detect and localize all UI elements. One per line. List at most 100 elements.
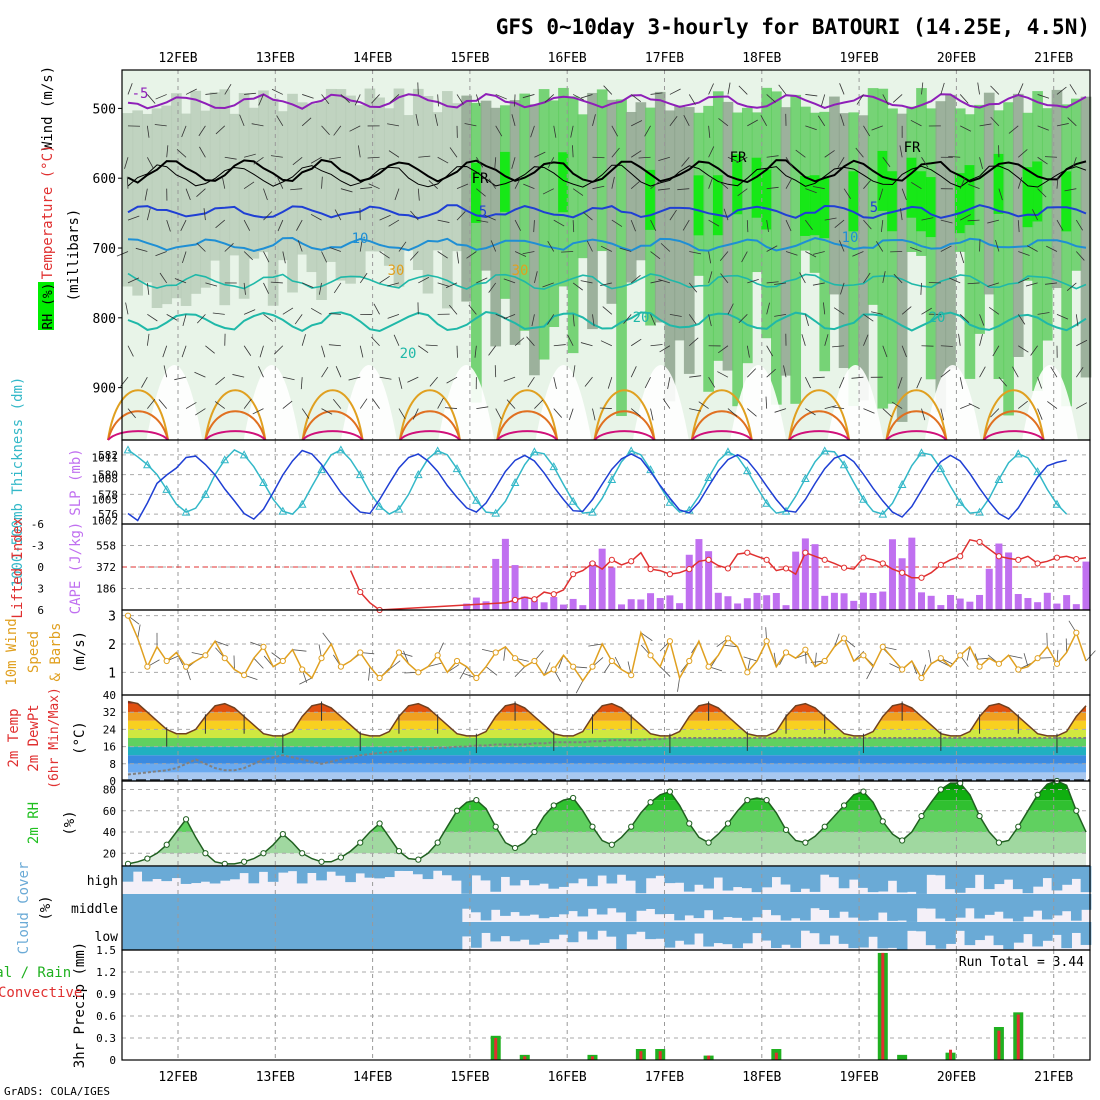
date-label-top: 20FEB (937, 51, 976, 66)
temp-band (128, 763, 1086, 773)
wind-barb (495, 408, 502, 420)
wind-barb (1037, 94, 1050, 99)
rh-tick: 60 (103, 805, 116, 818)
cloud-high (238, 866, 250, 874)
cloud-low (993, 922, 1005, 946)
rh-patch (267, 98, 279, 306)
cape-bar (850, 600, 858, 610)
warm-contour (204, 430, 267, 441)
wind-barb (196, 188, 206, 197)
cloud-middle (848, 894, 860, 918)
rh-patch (674, 105, 685, 341)
wind-barb (446, 376, 458, 384)
cape-bar (888, 539, 896, 610)
wind-barb (349, 125, 361, 132)
lifted-index-line-marker (1073, 556, 1080, 563)
precip-convective-bar (707, 1055, 711, 1060)
wind-barb (832, 345, 845, 348)
warm-contour (982, 430, 1045, 441)
wind-barb (766, 186, 779, 190)
thickness-line-marker (413, 470, 423, 479)
rh-patch (142, 113, 153, 283)
wind-barb (1012, 366, 1019, 378)
wind-barb (901, 345, 907, 358)
rh-patch (490, 107, 502, 347)
rh-patch-bright (712, 175, 724, 236)
wind-barb (127, 345, 134, 357)
cape-tick: 186 (96, 583, 116, 596)
cloud-high (906, 866, 918, 892)
wind-barb (263, 211, 273, 221)
contour-label: 30 (512, 263, 529, 279)
wind-barb (476, 219, 489, 223)
wind-barb (544, 94, 555, 103)
wind-speed-line-marker (124, 612, 132, 619)
ylabel-wind-barbs: & Barbs (48, 622, 64, 681)
cloud-high (577, 866, 589, 879)
wind-barb (592, 185, 605, 190)
warm-contour (204, 389, 267, 441)
ylabel-total-rain: Total / Rain (0, 965, 71, 981)
cloud-middle (538, 894, 550, 919)
cloud-high (645, 866, 656, 879)
warm-contour (204, 410, 267, 441)
cloud-high (800, 866, 811, 889)
wind-barb (619, 247, 632, 252)
wind-barb (840, 282, 845, 295)
wind-barb (727, 408, 738, 417)
cloud-middle (296, 894, 308, 922)
wind-barb (727, 303, 734, 315)
wind-barb (1050, 366, 1058, 378)
wind-barb (863, 314, 874, 322)
rh-patch (509, 100, 521, 345)
rh-patch (1003, 102, 1014, 416)
contour-label: 20 (633, 310, 650, 326)
wind-barb (720, 273, 729, 284)
wind-barb (163, 365, 168, 378)
cloud-high (674, 866, 685, 883)
rh-patch (258, 90, 269, 253)
wind-barb (155, 251, 167, 257)
wind-barb (388, 150, 400, 158)
wind-barb (1018, 277, 1030, 284)
cape-bar (1024, 598, 1032, 610)
wind-barb (630, 366, 637, 378)
wind-barb (940, 82, 945, 95)
wind-barb (154, 124, 167, 127)
wind-barb (812, 282, 825, 286)
precip-convective-bar (881, 952, 885, 1060)
wind-barb (916, 377, 922, 389)
rh-patch (296, 102, 308, 255)
date-label-bottom: 16FEB (548, 1070, 587, 1085)
thickness-line-marker (491, 508, 501, 517)
cloud-middle (1022, 894, 1034, 917)
cloud-middle (345, 894, 356, 922)
li-tick: -6 (31, 518, 44, 531)
rh-patch-bright (1061, 171, 1072, 232)
wind-barb (484, 214, 496, 221)
wind-barb (940, 345, 953, 347)
wind-barb (243, 282, 246, 295)
cloud-high (761, 866, 773, 888)
wind-barb (409, 251, 419, 261)
dry-plume (438, 364, 495, 440)
run-total-label: Run Total = 3.44 (959, 955, 1084, 970)
cloud-middle (509, 894, 521, 913)
wind-barb (681, 157, 690, 167)
thickness-line-marker (704, 472, 713, 482)
wind-barb (373, 303, 380, 315)
wind-barb (514, 177, 521, 189)
cloud-middle (916, 894, 927, 909)
wind-barb (542, 188, 554, 195)
cloud-middle (451, 894, 463, 922)
precip-tick: 1.2 (96, 966, 116, 979)
wind-barb (418, 276, 430, 284)
thickness-line-marker (955, 497, 965, 506)
pressure-tick: 900 (93, 382, 116, 397)
cloud-low (587, 922, 598, 940)
wind-barb (1037, 377, 1043, 389)
wind-barb (418, 345, 429, 354)
rh2m-line-marker (1034, 791, 1041, 798)
warm-contour (885, 389, 948, 441)
wind-barb (812, 376, 825, 379)
